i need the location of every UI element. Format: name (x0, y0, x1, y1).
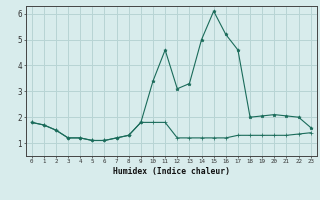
X-axis label: Humidex (Indice chaleur): Humidex (Indice chaleur) (113, 167, 230, 176)
